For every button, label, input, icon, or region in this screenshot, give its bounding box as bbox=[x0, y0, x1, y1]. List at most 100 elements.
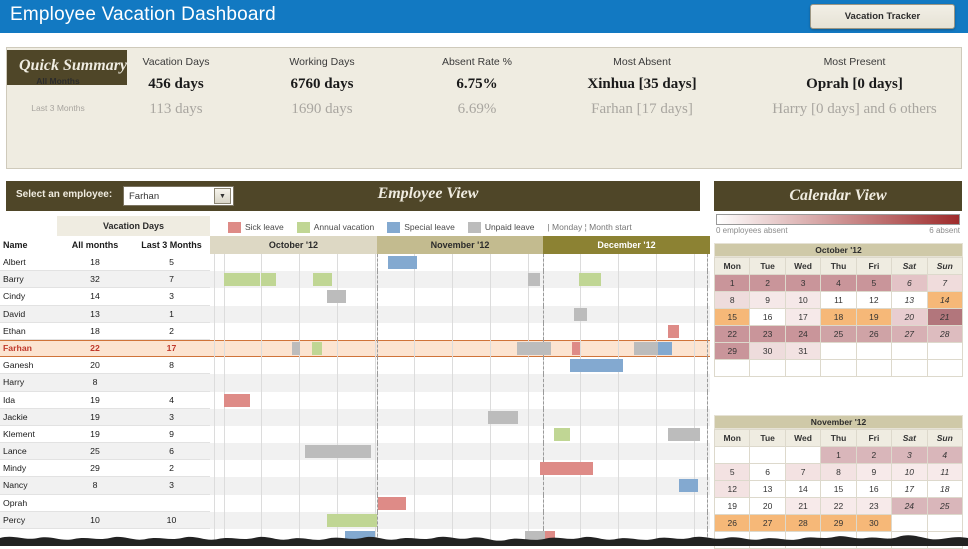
calendar-day-cell[interactable]: 15 bbox=[715, 309, 750, 326]
calendar-day-cell[interactable] bbox=[892, 343, 927, 360]
calendar-day-cell[interactable]: 3 bbox=[892, 447, 927, 464]
calendar-day-cell[interactable]: 3 bbox=[785, 275, 820, 292]
calendar-day-cell[interactable] bbox=[785, 360, 820, 377]
calendar-day-cell[interactable] bbox=[750, 447, 785, 464]
calendar-day-cell[interactable]: 4 bbox=[821, 275, 856, 292]
calendar-day-cell[interactable]: 27 bbox=[750, 515, 785, 532]
calendar-day-cell[interactable]: 28 bbox=[785, 515, 820, 532]
calendar-day-cell[interactable]: 24 bbox=[785, 326, 820, 343]
calendar-day-cell[interactable] bbox=[927, 343, 962, 360]
calendar-day-cell[interactable]: 6 bbox=[892, 275, 927, 292]
calendar-day-cell[interactable]: 19 bbox=[715, 498, 750, 515]
vacation-tracker-button[interactable]: Vacation Tracker bbox=[810, 4, 955, 29]
table-row[interactable] bbox=[0, 529, 710, 546]
calendar-day-cell[interactable]: 10 bbox=[892, 464, 927, 481]
calendar-day-cell[interactable]: 29 bbox=[715, 343, 750, 360]
calendar-day-cell[interactable]: 31 bbox=[785, 343, 820, 360]
calendar-day-cell[interactable]: 22 bbox=[821, 498, 856, 515]
calendar-day-cell[interactable]: 13 bbox=[892, 292, 927, 309]
calendar-day-cell[interactable]: 23 bbox=[856, 498, 891, 515]
calendar-day-cell[interactable]: 26 bbox=[856, 326, 891, 343]
calendar-day-cell[interactable]: 6 bbox=[750, 464, 785, 481]
calendar-day-cell[interactable]: 4 bbox=[927, 447, 962, 464]
calendar-day-cell[interactable]: 28 bbox=[927, 326, 962, 343]
calendar-day-cell[interactable]: 1 bbox=[821, 447, 856, 464]
calendar-day-cell[interactable]: 25 bbox=[927, 498, 962, 515]
calendar-day-cell[interactable]: 17 bbox=[892, 481, 927, 498]
month-header-november: November '12 bbox=[377, 236, 543, 254]
calendar-day-cell[interactable]: 5 bbox=[856, 275, 891, 292]
all-months-value: 29 bbox=[57, 463, 133, 473]
calendar-day-cell[interactable] bbox=[715, 447, 750, 464]
calendar-day-cell[interactable]: 10 bbox=[785, 292, 820, 309]
calendar-day-cell[interactable]: 23 bbox=[750, 326, 785, 343]
calendar-day-cell[interactable]: 21 bbox=[927, 309, 962, 326]
calendar-day-cell[interactable] bbox=[750, 360, 785, 377]
gantt-bar bbox=[540, 462, 593, 475]
calendar-day-cell[interactable]: 18 bbox=[927, 481, 962, 498]
calendar-day-cell[interactable] bbox=[856, 360, 891, 377]
calendar-day-cell[interactable] bbox=[821, 360, 856, 377]
calendar-day-cell[interactable] bbox=[785, 447, 820, 464]
calendar-day-cell[interactable]: 9 bbox=[856, 464, 891, 481]
calendar-day-cell[interactable]: 30 bbox=[750, 343, 785, 360]
calendar-day-cell[interactable]: 8 bbox=[821, 464, 856, 481]
calendar-day-cell[interactable]: 14 bbox=[927, 292, 962, 309]
calendar-day-cell[interactable]: 26 bbox=[715, 515, 750, 532]
calendar-day-cell[interactable]: 24 bbox=[892, 498, 927, 515]
calendar-day-cell[interactable]: 8 bbox=[715, 292, 750, 309]
calendar-day-cell[interactable]: 2 bbox=[750, 275, 785, 292]
calendar-day-cell[interactable]: 16 bbox=[856, 481, 891, 498]
calendar-day-cell[interactable]: 30 bbox=[856, 515, 891, 532]
calendar-day-cell[interactable]: 19 bbox=[856, 309, 891, 326]
calendar-day-cell[interactable]: 18 bbox=[821, 309, 856, 326]
calendar-day-cell[interactable] bbox=[927, 360, 962, 377]
summary-row-labels: All Months Last 3 Months bbox=[15, 48, 101, 113]
calendar-day-cell[interactable]: 14 bbox=[785, 481, 820, 498]
calendar-day-cell[interactable]: 29 bbox=[821, 515, 856, 532]
calendar-day-cell[interactable]: 17 bbox=[785, 309, 820, 326]
calendar-day-cell[interactable]: 9 bbox=[750, 292, 785, 309]
calendar-day-cell[interactable]: 25 bbox=[821, 326, 856, 343]
calendar-day-cell[interactable]: 2 bbox=[856, 447, 891, 464]
calendar-day-cell[interactable]: 12 bbox=[856, 292, 891, 309]
calendar-day-cell[interactable]: 11 bbox=[821, 292, 856, 309]
calendar-day-cell[interactable]: 20 bbox=[892, 309, 927, 326]
calendar-day-cell[interactable]: 7 bbox=[927, 275, 962, 292]
calendar-day-cell[interactable]: 22 bbox=[715, 326, 750, 343]
calendar-day-cell[interactable] bbox=[892, 515, 927, 532]
calendar-day-cell[interactable]: 7 bbox=[785, 464, 820, 481]
calendar-day-cell[interactable]: 16 bbox=[750, 309, 785, 326]
calendar-day-cell[interactable]: 1 bbox=[715, 275, 750, 292]
calendar-day-cell[interactable]: 13 bbox=[750, 481, 785, 498]
calendar-day-cell[interactable] bbox=[715, 360, 750, 377]
calendar-day-cell[interactable] bbox=[856, 343, 891, 360]
calendar-day-cell[interactable] bbox=[927, 515, 962, 532]
table-row[interactable]: Oprah bbox=[0, 495, 710, 512]
calendar-day-cell[interactable]: 15 bbox=[821, 481, 856, 498]
calendar-day-cell[interactable]: 11 bbox=[927, 464, 962, 481]
calendar-day-cell[interactable]: 5 bbox=[715, 464, 750, 481]
calendar-day-cell[interactable]: 12 bbox=[715, 481, 750, 498]
calendar-day-cell[interactable] bbox=[892, 360, 927, 377]
calendar-day-cell[interactable]: 21 bbox=[785, 498, 820, 515]
calendar-day-cell[interactable]: 20 bbox=[750, 498, 785, 515]
calendar-day-cell[interactable]: 27 bbox=[892, 326, 927, 343]
calendar-day-cell[interactable] bbox=[821, 343, 856, 360]
